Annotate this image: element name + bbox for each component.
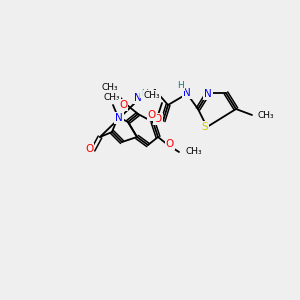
Text: CH₃: CH₃	[257, 110, 274, 119]
Text: O: O	[119, 100, 127, 110]
Text: O: O	[166, 139, 174, 149]
Text: N: N	[115, 113, 123, 123]
Text: CH₃: CH₃	[186, 148, 202, 157]
Text: O: O	[85, 144, 93, 154]
Text: S: S	[202, 122, 208, 132]
Text: CH₃: CH₃	[104, 94, 120, 103]
Text: O: O	[154, 114, 162, 124]
Text: N: N	[204, 89, 212, 99]
Text: H: H	[178, 82, 184, 91]
Text: O: O	[148, 110, 156, 120]
Text: CH₃: CH₃	[144, 91, 160, 100]
Text: H: H	[141, 88, 147, 98]
Text: N: N	[183, 88, 191, 98]
Text: CH₃: CH₃	[102, 83, 118, 92]
Text: N: N	[134, 93, 142, 103]
